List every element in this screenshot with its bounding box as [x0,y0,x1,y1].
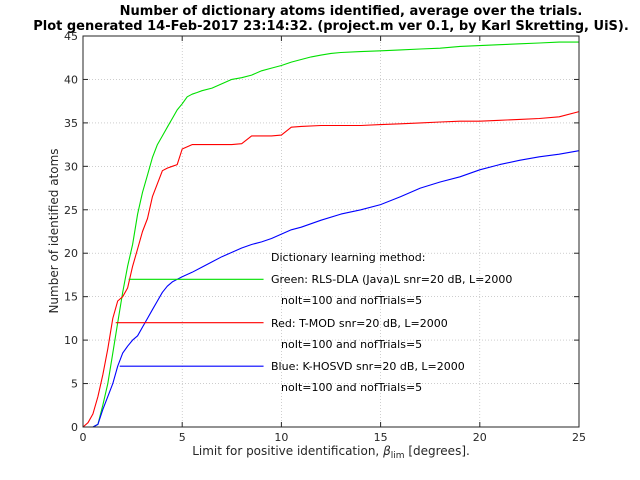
x-axis-label-subscript: lim [391,451,405,461]
y-tick-label: 10 [64,334,78,347]
x-tick-label: 20 [473,431,487,444]
x-axis-label: Limit for positive identification, βlim … [192,444,470,461]
x-tick-label: 15 [374,431,388,444]
x-axis-label-unit: [degrees]. [405,444,470,458]
y-tick-label: 40 [64,73,78,86]
y-tick-label: 15 [64,291,78,304]
x-tick-label: 25 [572,431,586,444]
legend-blue-line2: noIt=100 and nofTrials=5 [281,381,422,394]
axis-ticks: 0 5 10 15 20 25 0 5 10 15 20 25 30 35 40 45 [64,30,586,444]
series-lines [82,41,580,428]
series-line-red [82,111,580,428]
legend-heading: Dictionary learning method: [271,251,425,264]
y-tick-label: 20 [64,247,78,260]
legend-green-line1: Green: RLS-DLA (Java)L snr=20 dB, L=2000 [271,273,512,286]
chart-title-line-2: Plot generated 14-Feb-2017 23:14:32. (pr… [33,19,629,34]
plot-frame [82,35,580,428]
y-tick-label: 5 [71,378,78,391]
legend-red-line2: noIt=100 and nofTrials=5 [281,338,422,351]
y-tick-label: 45 [64,30,78,43]
legend: Dictionary learning method: Green: RLS-D… [115,251,512,394]
legend-green-line2: noIt=100 and nofTrials=5 [281,294,422,307]
y-tick-label: 35 [64,117,78,130]
y-axis-label: Number of identified atoms [47,148,61,313]
grid [83,36,579,427]
y-tick-label: 0 [71,421,78,434]
y-tick-label: 30 [64,160,78,173]
legend-blue-line1: Blue: K-HOSVD snr=20 dB, L=2000 [271,360,465,373]
chart-title-line-1: Number of dictionary atoms identified, a… [120,4,583,19]
y-tick-label: 25 [64,204,78,217]
x-tick-label: 0 [80,431,87,444]
x-tick-label: 10 [274,431,288,444]
series-line-green [83,41,579,428]
x-tick-label: 5 [179,431,186,444]
legend-red-line1: Red: T-MOD snr=20 dB, L=2000 [271,317,448,330]
x-axis-label-symbol: β [382,444,391,458]
x-axis-label-text: Limit for positive identification, [192,444,383,458]
series-line-blue [83,150,580,428]
